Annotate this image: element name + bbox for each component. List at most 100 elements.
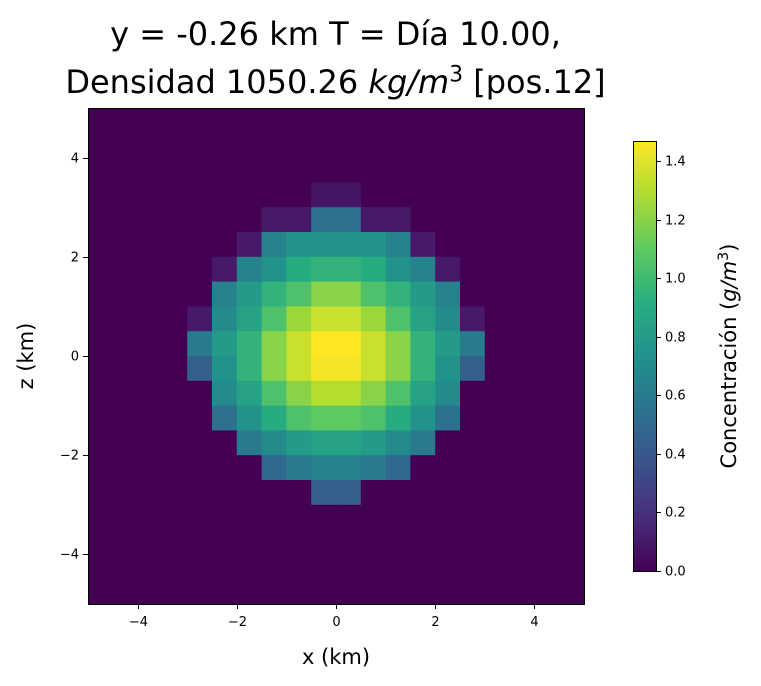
heatmap-cell <box>410 232 436 258</box>
heatmap-cell <box>236 132 263 159</box>
heatmap-cell <box>236 554 263 580</box>
heatmap-cell <box>336 356 362 382</box>
heatmap-cell <box>336 132 362 159</box>
heatmap-cell <box>509 281 535 307</box>
heatmap-cell <box>435 256 461 283</box>
heatmap-cell <box>360 331 387 357</box>
heatmap-cell <box>137 430 163 456</box>
heatmap-cell <box>261 504 287 531</box>
heatmap-cell <box>360 430 387 456</box>
y-tick-label: −2 <box>59 448 79 463</box>
heatmap-cell <box>534 380 560 407</box>
heatmap-cell <box>162 108 188 134</box>
heatmap-cell <box>360 157 387 183</box>
heatmap-cell <box>484 132 511 159</box>
heatmap-cell <box>286 281 312 307</box>
heatmap-cell <box>112 504 139 531</box>
heatmap-cell <box>112 256 139 283</box>
heatmap-cell <box>212 554 238 580</box>
heatmap-cell <box>236 108 263 134</box>
y-axis-label: z (km) <box>14 322 38 390</box>
heatmap-cell <box>410 504 436 531</box>
subtitle-unit: kg/m <box>368 63 450 101</box>
heatmap-cell <box>385 356 411 382</box>
heatmap-cell <box>484 331 511 357</box>
heatmap-cell <box>286 504 312 531</box>
heatmap-cell <box>410 430 436 456</box>
heatmap-cell <box>112 480 139 506</box>
heatmap-cell <box>137 232 163 258</box>
heatmap-cell <box>187 182 213 208</box>
subtitle-density: Densidad 1050.26 <box>65 63 369 101</box>
heatmap-cell <box>336 405 362 431</box>
heatmap-cell <box>460 157 486 183</box>
heatmap-cell <box>236 281 263 307</box>
heatmap-cell <box>212 380 238 407</box>
heatmap-cell <box>137 182 163 208</box>
heatmap-cell <box>385 281 411 307</box>
heatmap-cell <box>534 554 560 580</box>
heatmap-cell <box>336 182 362 208</box>
colorbar-label-unit: g/m <box>717 260 741 302</box>
heatmap-cell <box>236 455 263 481</box>
heatmap-cell <box>212 579 238 605</box>
heatmap-cell <box>286 380 312 407</box>
heatmap-cell <box>137 281 163 307</box>
heatmap-cell <box>187 455 213 481</box>
heatmap-cell <box>484 356 511 382</box>
heatmap-cell <box>385 504 411 531</box>
heatmap-cell <box>261 207 287 233</box>
heatmap-cell <box>435 405 461 431</box>
heatmap-cell <box>311 579 337 605</box>
heatmap-cell <box>187 157 213 183</box>
heatmap-cell <box>187 480 213 506</box>
heatmap-cell <box>336 281 362 307</box>
heatmap-cell <box>88 108 114 134</box>
heatmap-cell <box>435 306 461 332</box>
colorbar-tick-label: 0.8 <box>665 330 686 345</box>
y-tick-label: 0 <box>70 349 79 364</box>
heatmap-cell <box>559 579 585 605</box>
heatmap-cell <box>559 380 585 407</box>
heatmap-cell <box>534 331 560 357</box>
colorbar-label-exponent: 3 <box>716 251 732 261</box>
chart-title: y = -0.26 km T = Día 10.00, <box>110 15 561 53</box>
heatmap-cell <box>311 108 337 134</box>
heatmap-cell <box>484 306 511 332</box>
heatmap-cell <box>137 455 163 481</box>
heatmap-cell <box>360 380 387 407</box>
heatmap-cell <box>385 108 411 134</box>
heatmap-cell <box>360 281 387 307</box>
heatmap-cell <box>112 207 139 233</box>
heatmap-cell <box>137 405 163 431</box>
heatmap-cell <box>360 554 387 580</box>
heatmap-cell <box>311 132 337 159</box>
x-tick-label: 4 <box>530 615 539 630</box>
heatmap-cell <box>286 157 312 183</box>
y-tick-label: 4 <box>70 151 79 166</box>
heatmap-cell <box>410 405 436 431</box>
heatmap-cell <box>112 306 139 332</box>
heatmap-cell <box>509 232 535 258</box>
heatmap-cell <box>360 108 387 134</box>
heatmap-cell <box>385 132 411 159</box>
heatmap-cell <box>559 281 585 307</box>
heatmap-cell <box>435 529 461 555</box>
heatmap-cell <box>286 331 312 357</box>
heatmap-cell <box>261 554 287 580</box>
heatmap-cell <box>559 356 585 382</box>
heatmap-cell <box>137 306 163 332</box>
heatmap-cell <box>311 232 337 258</box>
heatmap-cell <box>286 529 312 555</box>
x-tick-label: 0 <box>332 615 341 630</box>
heatmap-cell <box>385 554 411 580</box>
heatmap-cell <box>112 579 139 605</box>
heatmap-cell <box>559 480 585 506</box>
heatmap-cell <box>311 157 337 183</box>
heatmap-cell <box>187 281 213 307</box>
heatmap-cell <box>360 504 387 531</box>
heatmap-cell <box>261 430 287 456</box>
heatmap-cell <box>236 579 263 605</box>
heatmap-cell <box>137 554 163 580</box>
heatmap-cell <box>162 579 188 605</box>
